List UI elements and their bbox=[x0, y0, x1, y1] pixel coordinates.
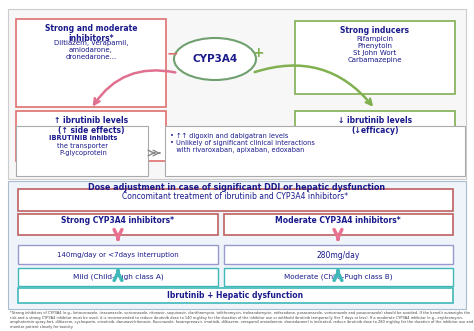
Text: Strong inducers: Strong inducers bbox=[340, 26, 410, 35]
Text: Strong and moderate
inhibitors*: Strong and moderate inhibitors* bbox=[45, 24, 137, 43]
Bar bbox=[224, 214, 453, 235]
Bar bbox=[18, 288, 453, 303]
Text: −: − bbox=[166, 46, 178, 60]
Bar bbox=[18, 189, 453, 211]
Text: Concomitant treatment of ibrutinib and CYP3A4 inhibitors*: Concomitant treatment of ibrutinib and C… bbox=[122, 192, 348, 201]
Text: ↓ ibrutinib levels
(↓efficacy): ↓ ibrutinib levels (↓efficacy) bbox=[338, 116, 412, 135]
Bar bbox=[16, 111, 166, 161]
Bar bbox=[224, 245, 453, 264]
Bar bbox=[295, 111, 455, 161]
Bar bbox=[16, 19, 166, 107]
Text: Diltiazem, verapamil,
amiodarone,
dronedarone...: Diltiazem, verapamil, amiodarone, droned… bbox=[54, 40, 128, 60]
Text: Strong CYP3A4 inhibitors*: Strong CYP3A4 inhibitors* bbox=[62, 216, 174, 225]
Text: Ibrutinib + Hepatic dysfunction: Ibrutinib + Hepatic dysfunction bbox=[167, 292, 303, 301]
Text: Dose adjustment in case of significant DDI or hepatic dysfunction: Dose adjustment in case of significant D… bbox=[89, 183, 385, 192]
Text: IBRUTINIB inhibits: IBRUTINIB inhibits bbox=[49, 135, 117, 141]
Bar bbox=[8, 9, 466, 179]
Text: +: + bbox=[252, 46, 264, 60]
Bar bbox=[18, 245, 218, 264]
Text: CYP3A4: CYP3A4 bbox=[192, 54, 237, 64]
Text: Rifampicin
Phenytoin
St John Wort
Carbamazepine: Rifampicin Phenytoin St John Wort Carbam… bbox=[348, 36, 402, 63]
Bar bbox=[16, 126, 148, 176]
Bar bbox=[165, 126, 465, 176]
Text: • ↑↑ digoxin and dabigatran levels
• Unlikely of significant clinical interactio: • ↑↑ digoxin and dabigatran levels • Unl… bbox=[170, 133, 315, 153]
Text: Mild (Child-Pugh class A): Mild (Child-Pugh class A) bbox=[73, 274, 164, 280]
Text: the transporter
P-glycoprotein: the transporter P-glycoprotein bbox=[57, 143, 109, 156]
Text: 140mg/day or <7days interruption: 140mg/day or <7days interruption bbox=[57, 252, 179, 258]
Text: ↑ ibrutinib levels
(↑ side effects): ↑ ibrutinib levels (↑ side effects) bbox=[54, 116, 128, 135]
Text: Moderate CYP3A4 inhibitors*: Moderate CYP3A4 inhibitors* bbox=[275, 216, 401, 225]
Bar bbox=[18, 268, 218, 286]
Ellipse shape bbox=[174, 38, 256, 80]
Text: 280mg/day: 280mg/day bbox=[316, 251, 360, 260]
Text: Moderate (Child-Pugh class B): Moderate (Child-Pugh class B) bbox=[284, 274, 392, 280]
Text: *Strong inhibitors of CYP3A4 (e.g., ketoconazole, itraconazole, voriconazole, ri: *Strong inhibitors of CYP3A4 (e.g., keto… bbox=[10, 311, 473, 329]
Bar bbox=[18, 214, 218, 235]
Bar bbox=[295, 21, 455, 94]
Bar bbox=[8, 181, 466, 309]
Bar bbox=[224, 268, 453, 286]
